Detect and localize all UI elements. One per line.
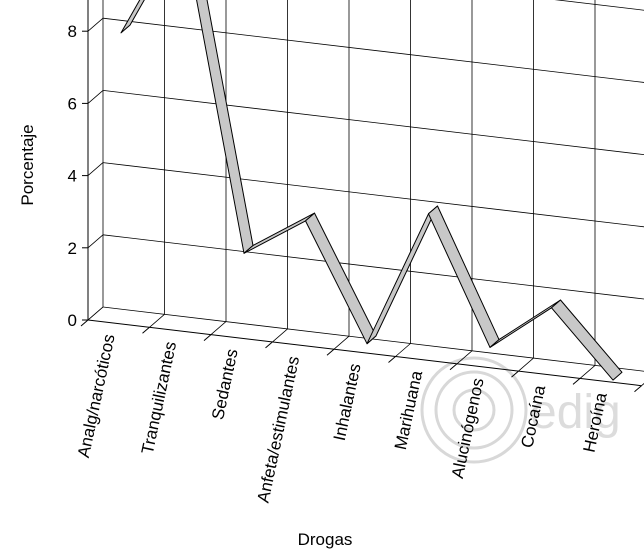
side-wall-gridline [87,17,104,32]
floor-gridline [579,365,596,379]
x-tick-mark [80,319,89,327]
back-wall-gridline [102,90,644,156]
plot-walls [87,0,644,387]
back-wall-gridline [102,234,644,300]
watermark: edig [420,356,621,464]
x-tick-mark [326,348,335,356]
x-tick-mark [511,370,519,378]
y-tick-label: 0 [68,311,77,330]
watermark-text: edig [530,386,621,439]
y-tick-label: 6 [68,94,77,113]
floor-gridline [272,328,288,343]
ribbon-segment [196,0,254,254]
x-tick-mark [265,341,273,349]
ribbon-segment [366,205,438,345]
x-tick-mark [142,326,150,334]
x-tick-label: Sedantes [208,347,242,421]
ribbon-segment [305,212,377,345]
floor-gridline [518,357,534,372]
y-tick-label: 2 [68,239,77,258]
floor-gridline [210,321,227,335]
back-wall-gridline [102,306,644,372]
x-tick-label: Analg/narcóticos [74,332,119,459]
side-wall-gridline [87,90,104,104]
back-wall-gridline [102,17,644,83]
x-tick-mark [449,363,458,371]
back-wall-gridline [554,0,644,11]
y-tick-label: 4 [68,167,77,186]
x-axis-title: Drogas [298,530,353,549]
floor-gridline [149,313,165,328]
ribbon-segment [428,205,500,348]
x-tick-label: Tranquilizantes [138,340,180,456]
floor-gridline [333,335,350,350]
side-wall-gridline [87,162,104,176]
x-tick-mark [388,356,396,363]
back-wall-gridline [102,162,644,228]
seal-icon [420,356,528,464]
x-axis-line [87,319,642,387]
x-tick-mark [572,378,581,385]
floor-gridline [395,343,411,357]
y-tick-label: 8 [68,22,77,41]
y-axis-title: Porcentaje [18,124,37,205]
data-series [120,0,623,381]
floor-gridline [456,350,473,365]
ribbon-segment [551,299,623,381]
x-tick-mark [634,385,642,393]
x-tick-label: Anfeta/estimulantes [254,354,304,504]
x-tick-mark [203,334,212,341]
x-tick-label: Inhalantes [330,362,365,443]
ribbon-segment [489,299,561,348]
ribbon-segment [120,0,145,34]
ribbon-segment [243,212,315,254]
floor-gridline [87,306,104,321]
side-wall-gridline [87,234,104,249]
